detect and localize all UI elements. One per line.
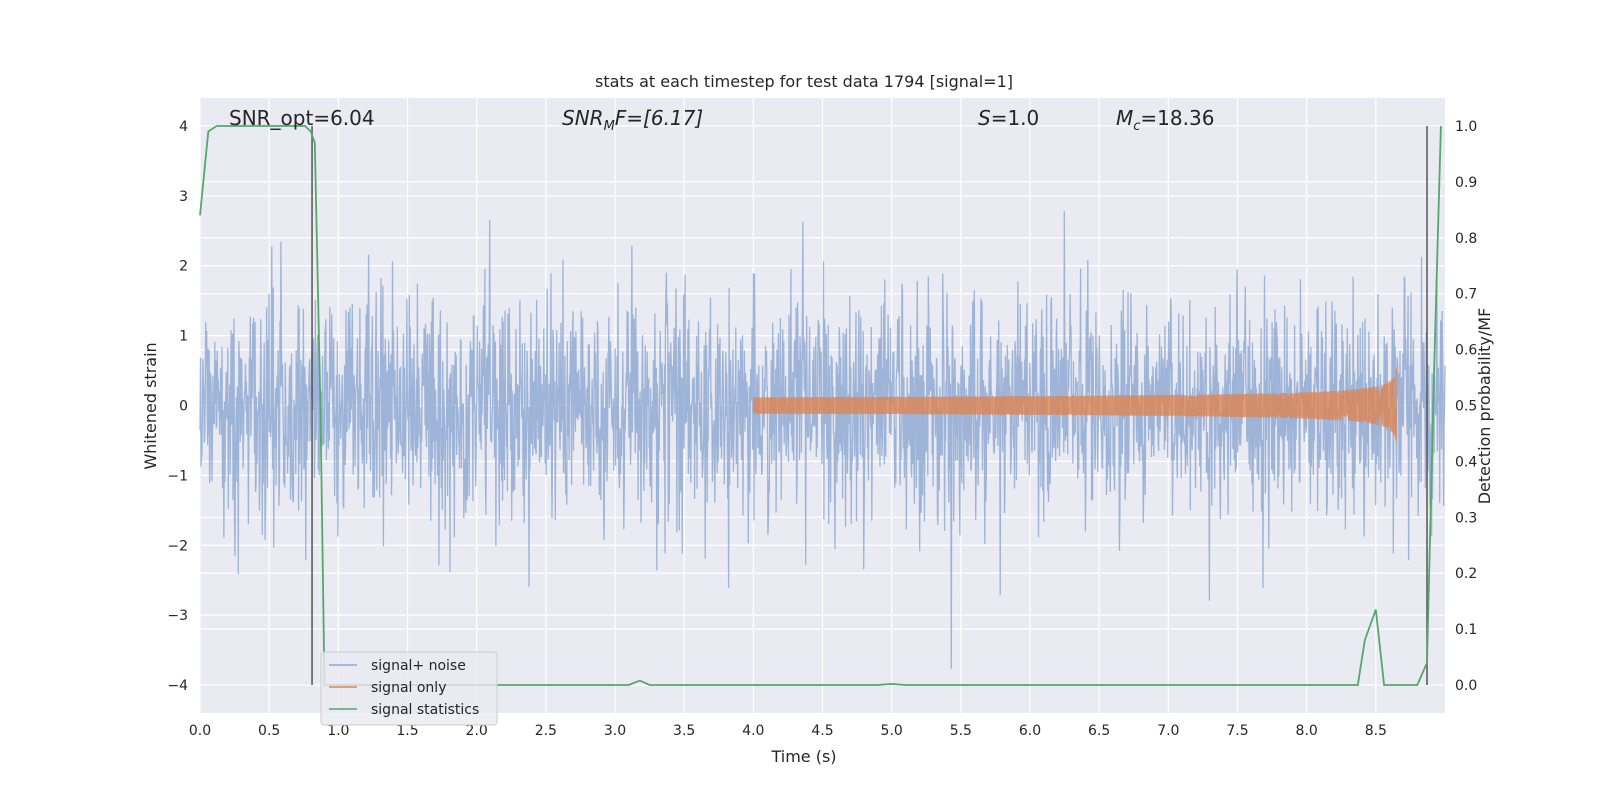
- legend-label-signal-only: signal only: [371, 680, 446, 696]
- x-tick-label: 5.0: [881, 723, 903, 739]
- x-tick-label: 5.5: [950, 723, 972, 739]
- series-signal-only: [752, 367, 1398, 442]
- x-tick-label: 6.0: [1019, 723, 1041, 739]
- y-right-tick-label: 0.5: [1455, 399, 1477, 415]
- chart-title: stats at each timestep for test data 179…: [595, 72, 1013, 91]
- x-tick-label: 0.0: [189, 723, 211, 739]
- x-tick-label: 1.5: [396, 723, 418, 739]
- y-right-tick-label: 0.0: [1455, 678, 1477, 694]
- x-tick-label: 4.0: [742, 723, 764, 739]
- s-rest: =1.0: [991, 106, 1040, 130]
- legend-box: [320, 651, 498, 726]
- snr-mf-name: SNR: [562, 106, 604, 130]
- x-tick-label: 3.5: [673, 723, 695, 739]
- x-tick-label: 6.5: [1088, 723, 1110, 739]
- legend: signal+ noise signal only signal statist…: [320, 651, 498, 726]
- x-tick-label: 8.0: [1296, 723, 1318, 739]
- y-left-tick-label: −3: [167, 608, 188, 624]
- x-tick-label: 4.5: [811, 723, 833, 739]
- y-right-tick-label: 0.1: [1455, 622, 1477, 638]
- y-left-tick-label: 0: [179, 399, 188, 415]
- x-tick-label: 1.0: [327, 723, 349, 739]
- y-right-tick-label: 1.0: [1455, 119, 1477, 135]
- mc-name: M: [1116, 106, 1133, 130]
- y-right-tick-label: 0.8: [1455, 231, 1477, 247]
- y-right-tick-label: 0.7: [1455, 287, 1477, 303]
- x-tick-label: 2.0: [466, 723, 488, 739]
- x-axis-label: Time (s): [770, 747, 836, 766]
- mc-sub: c: [1133, 119, 1140, 134]
- y-left-tick-label: −4: [167, 678, 188, 694]
- y-left-tick-label: 4: [179, 119, 188, 135]
- y-axis-label-left: Whitened strain: [141, 342, 160, 469]
- s-annotation: S=1.0: [978, 106, 1039, 130]
- plot-area: 0.0 0.5 1.0 1.5 2.0 2.5 3.0 3.5 4.0 4.5 5.0 5.5 6.0 6…: [167, 98, 1477, 739]
- snr-mf-sub: M: [604, 119, 615, 134]
- x-tick-label: 0.5: [258, 723, 280, 739]
- y-right-tick-label: 0.6: [1455, 343, 1477, 359]
- y-left-tick-label: −1: [167, 468, 188, 484]
- legend-label-signal-noise: signal+ noise: [371, 658, 466, 674]
- annotations: SNR_opt=6.04 SNRMF=[6.17] S=1.0 Mc=18.36: [229, 106, 1214, 134]
- y-right-tick-label: 0.9: [1455, 175, 1477, 191]
- y-left-tick-label: 1: [179, 329, 188, 345]
- series-signal-noise: [199, 211, 1446, 669]
- snr-mf-annotation: SNRMF=[6.17]: [562, 106, 703, 134]
- series-signal-statistics: [199, 125, 1442, 686]
- snr-opt-annotation: SNR_opt=6.04: [229, 106, 375, 130]
- y-left-tick-label: −2: [167, 538, 188, 554]
- y-right-tick-label: 0.2: [1455, 566, 1477, 582]
- axes-labels: stats at each timestep for test data 179…: [141, 72, 1494, 766]
- x-tick-label: 8.5: [1365, 723, 1387, 739]
- x-tick-label: 3.0: [604, 723, 626, 739]
- x-tick-label: 2.5: [535, 723, 557, 739]
- x-tick-label: 7.5: [1226, 723, 1248, 739]
- y-axis-label-right: Detection probability/MF: [1475, 308, 1494, 505]
- y-right-tick-label: 0.3: [1455, 510, 1477, 526]
- s-name: S: [978, 106, 991, 130]
- x-tick-label: 7.0: [1157, 723, 1179, 739]
- y-right-tick-label: 0.4: [1455, 454, 1477, 470]
- snr-mf-rest: F=[6.17]: [615, 106, 703, 130]
- mc-annotation: Mc=18.36: [1116, 106, 1214, 134]
- y-left-tick-label: 3: [179, 189, 188, 205]
- mc-rest: =18.36: [1140, 106, 1214, 130]
- legend-label-signal-statistics: signal statistics: [371, 702, 479, 718]
- y-left-tick-label: 2: [179, 259, 188, 275]
